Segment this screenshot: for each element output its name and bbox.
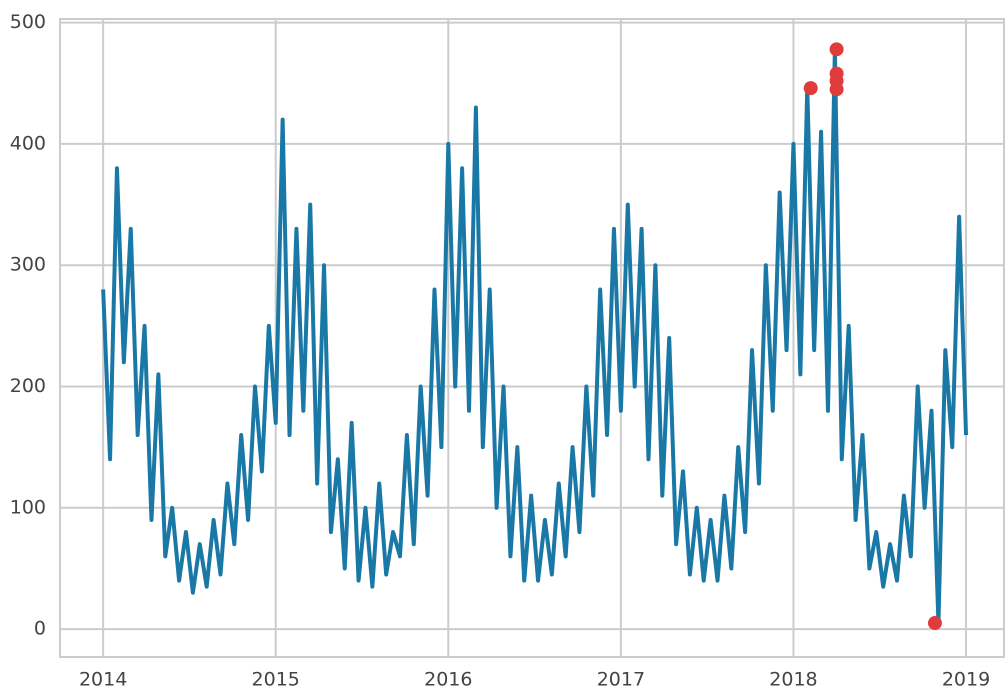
- series-line: [101, 47, 969, 626]
- grid: [60, 19, 1004, 657]
- outlier-point: [829, 82, 844, 97]
- x-tick-label: 2016: [424, 669, 472, 691]
- y-tick-label: 300: [10, 254, 46, 276]
- x-tick-label: 2014: [79, 669, 127, 691]
- outlier-point: [927, 616, 942, 631]
- outlier-point: [829, 42, 844, 57]
- y-tick-label: 100: [10, 496, 46, 518]
- y-tick-label: 400: [10, 132, 46, 154]
- outlier-point: [803, 81, 818, 96]
- tick-labels: 0 100 200 300 400 500 2014 2015 2016 2017 2018 2019: [10, 11, 990, 690]
- y-tick-label: 0: [34, 618, 46, 640]
- plot-frame: [59, 18, 1005, 658]
- x-tick-label: 2019: [942, 669, 990, 691]
- x-tick-label: 2015: [252, 669, 300, 691]
- x-tick-label: 2017: [597, 669, 645, 691]
- y-tick-label: 200: [10, 375, 46, 397]
- y-tick-label: 500: [10, 11, 46, 33]
- x-tick-label: 2018: [769, 669, 817, 691]
- marks: [101, 42, 969, 631]
